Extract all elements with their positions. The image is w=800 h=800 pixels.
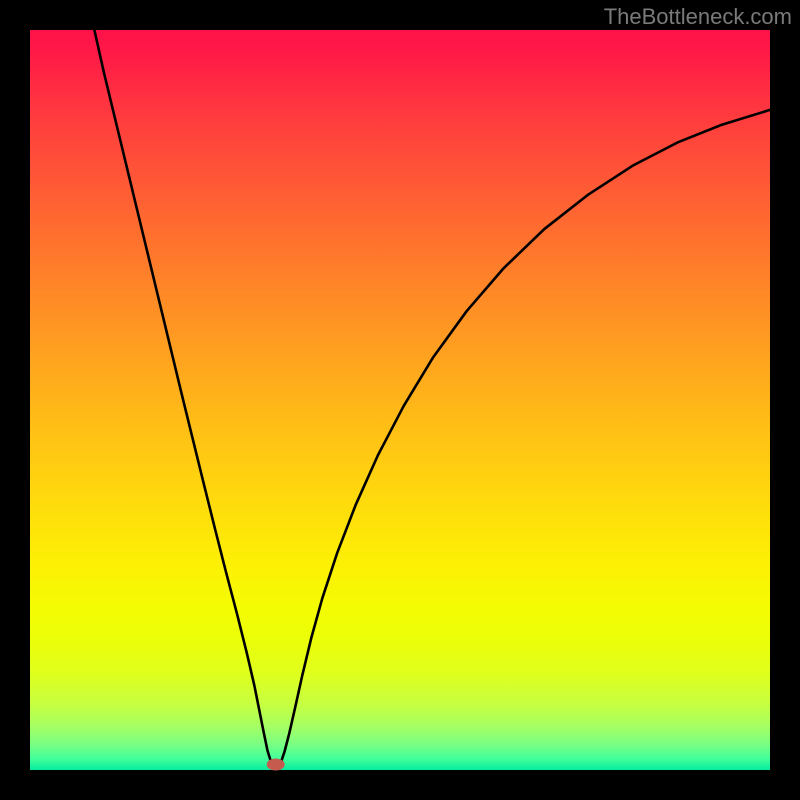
optimal-point-marker [267,758,285,770]
chart-container: TheBottleneck.com [0,0,800,800]
watermark-text: TheBottleneck.com [604,4,792,30]
bottleneck-chart [0,0,800,800]
plot-background [30,30,770,770]
